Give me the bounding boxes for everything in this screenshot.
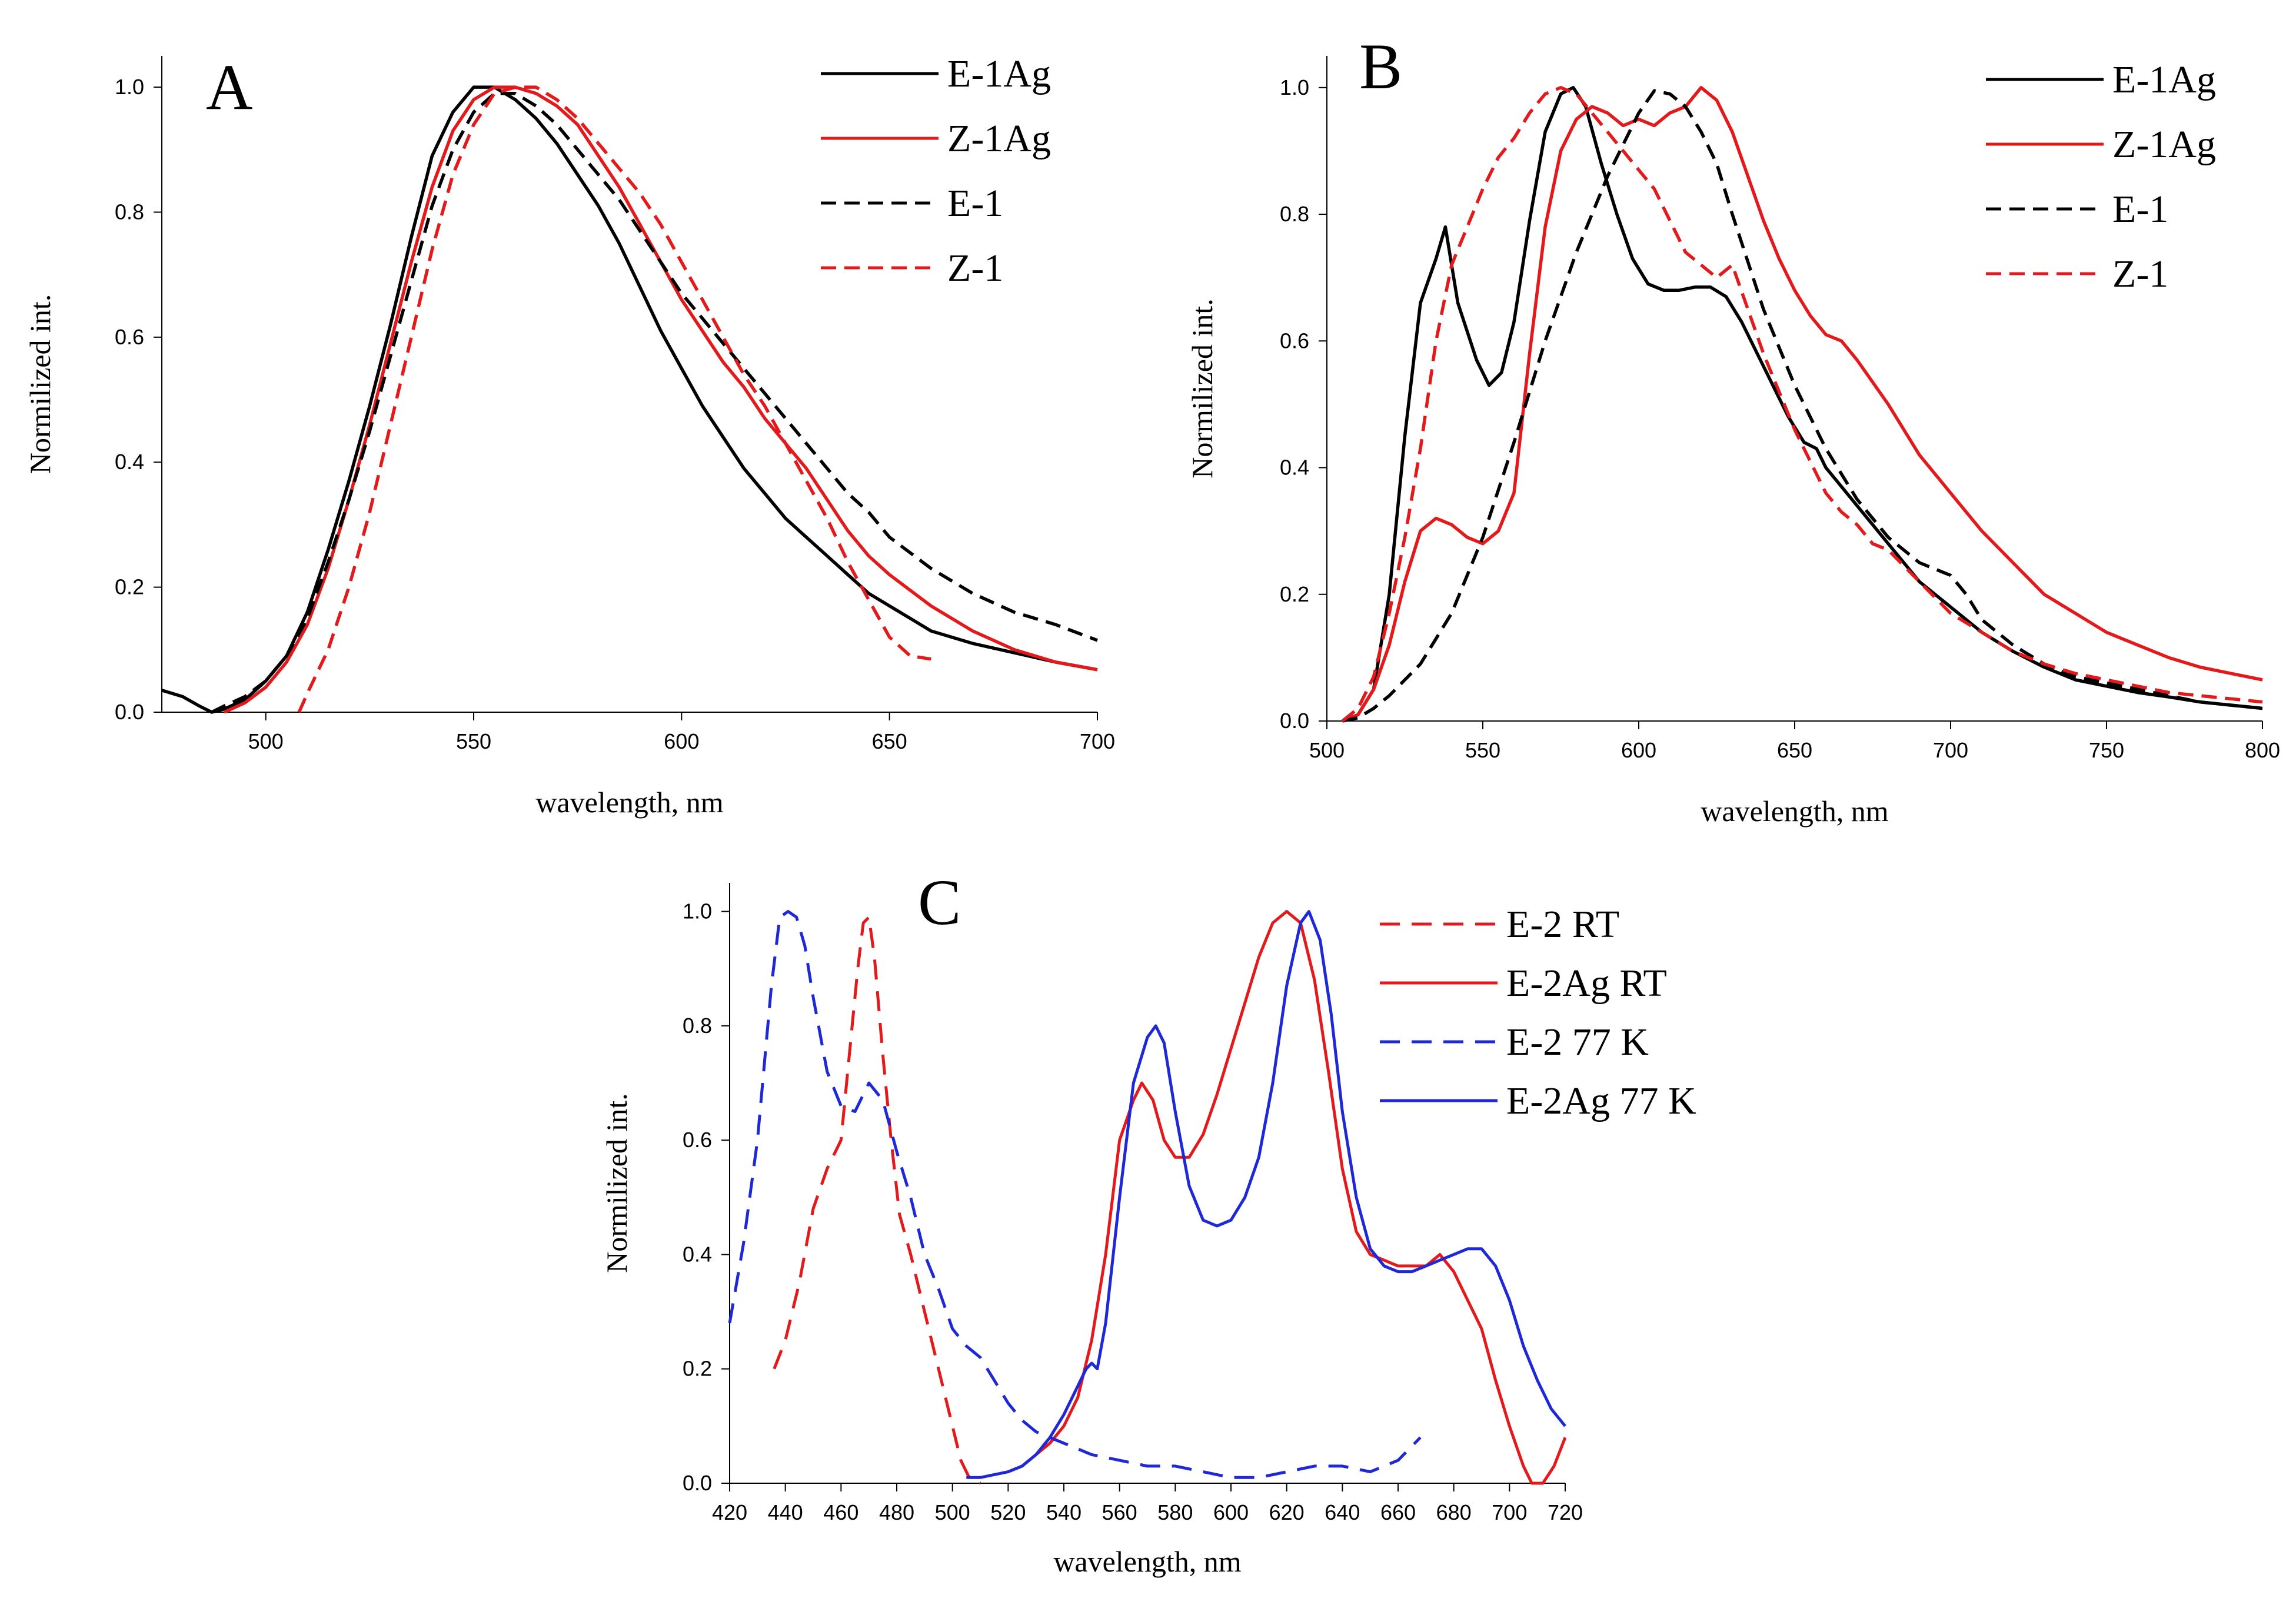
x-tick-label: 540 [1046, 1500, 1082, 1524]
x-tick-label: 550 [1465, 738, 1500, 762]
x-tick-label: 700 [1933, 738, 1968, 762]
y-tick-label: 0.8 [115, 200, 144, 224]
x-axis-title: wavelength, nm [1701, 795, 1888, 828]
x-axis-title: wavelength, nm [1053, 1545, 1241, 1578]
x-tick-label: 480 [879, 1500, 914, 1524]
x-tick-label: 500 [935, 1500, 970, 1524]
y-tick-label: 1.0 [115, 75, 144, 99]
x-tick-label: 440 [768, 1500, 803, 1524]
x-tick-label: 620 [1269, 1500, 1305, 1524]
series-line-e-1 [1342, 89, 2263, 723]
x-tick-label: 560 [1102, 1500, 1137, 1524]
x-tick-label: 500 [1309, 738, 1345, 762]
x-tick-label: 600 [1213, 1500, 1249, 1524]
legend-label: Z-1 [947, 247, 1003, 290]
legend-label: E-1 [947, 182, 1003, 225]
y-tick-label: 0.0 [115, 700, 144, 724]
series-line-e-2-77-k [728, 910, 1422, 1479]
legend-label: Z-1Ag [2112, 123, 2216, 166]
legend-label: E-2Ag 77 K [1506, 1079, 1696, 1122]
y-tick-label: 0.2 [683, 1357, 712, 1381]
x-tick-label: 700 [1492, 1500, 1527, 1524]
series-line-e-1 [211, 91, 1098, 714]
panel-letter: C [918, 866, 961, 938]
legend-label: E-2Ag RT [1506, 962, 1667, 1005]
x-tick-label: 500 [248, 729, 284, 753]
x-tick-label: 580 [1157, 1500, 1193, 1524]
panel-letter: B [1359, 31, 1402, 102]
x-tick-label: 720 [1548, 1500, 1583, 1524]
y-tick-label: 0.8 [683, 1014, 712, 1038]
series-line-e-2ag-rt [1007, 910, 1567, 1485]
legend-label: Z-1Ag [947, 117, 1051, 160]
series-line-z-1ag [1342, 86, 2263, 723]
x-tick-label: 550 [456, 729, 491, 753]
y-tick-label: 0.6 [115, 325, 144, 349]
y-tick-label: 0.0 [683, 1471, 712, 1495]
y-axis-title: Normilized int. [600, 1093, 633, 1273]
legend-label: E-2 RT [1506, 903, 1619, 946]
y-tick-label: 0.0 [1280, 709, 1309, 733]
x-tick-label: 700 [1080, 729, 1115, 753]
legend-label: E-1Ag [2112, 58, 2216, 101]
x-tick-label: 800 [2245, 738, 2280, 762]
x-tick-label: 680 [1436, 1500, 1472, 1524]
y-axis-title: Normilized int. [24, 294, 56, 474]
x-tick-label: 650 [872, 729, 907, 753]
x-tick-label: 460 [823, 1500, 858, 1524]
series-line-z-1 [1341, 86, 2263, 723]
y-tick-label: 0.2 [115, 575, 144, 599]
legend-label: E-1Ag [947, 52, 1051, 95]
y-tick-label: 0.4 [683, 1242, 712, 1266]
series-line-e-2-rt [773, 915, 981, 1485]
x-tick-label: 420 [712, 1500, 747, 1524]
series-line-z-1 [297, 85, 931, 713]
y-tick-label: 0.4 [1280, 456, 1309, 480]
y-tick-label: 0.6 [1280, 328, 1309, 353]
x-tick-label: 600 [664, 729, 699, 753]
series-line-e-1ag [1342, 86, 2263, 723]
x-tick-label: 520 [990, 1500, 1026, 1524]
panel-letter: A [206, 51, 252, 123]
y-tick-label: 1.0 [1280, 75, 1309, 99]
chart-panel-a: 500 550 600 650 700 0.0 0.2 0.4 0.6 0.8 1.0 wavelen… [24, 51, 1115, 819]
x-tick-label: 750 [2089, 738, 2124, 762]
x-tick-label: 650 [1777, 738, 1812, 762]
x-tick-label: 600 [1621, 738, 1656, 762]
chart-panel-b: 500 550 600 650 700 750 800 0.0 0.2 0.4 0.6 0.8 1.0 w… [1186, 31, 2280, 828]
legend-label: E-2 77 K [1506, 1021, 1649, 1064]
x-tick-label: 640 [1325, 1500, 1360, 1524]
x-axis-title: wavelength, nm [535, 786, 723, 819]
y-tick-label: 0.4 [115, 450, 144, 474]
y-tick-label: 0.2 [1280, 582, 1309, 606]
legend-label: E-1 [2112, 188, 2168, 231]
chart-panel-c: 420 440 460 480 500 520 540 560 580 600 620 640 660 6… [600, 866, 1696, 1578]
y-tick-label: 1.0 [683, 899, 712, 923]
y-tick-label: 0.6 [683, 1128, 712, 1152]
legend-label: Z-1 [2112, 253, 2168, 295]
series-line-e-2ag-77-k [966, 910, 1566, 1479]
series-line-z-1ag [223, 85, 1098, 714]
x-tick-label: 660 [1380, 1500, 1416, 1524]
y-axis-title: Normilized int. [1186, 298, 1219, 479]
y-tick-label: 0.8 [1280, 202, 1309, 226]
